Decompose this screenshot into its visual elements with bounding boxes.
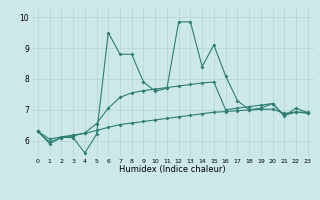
X-axis label: Humidex (Indice chaleur): Humidex (Indice chaleur): [119, 165, 226, 174]
